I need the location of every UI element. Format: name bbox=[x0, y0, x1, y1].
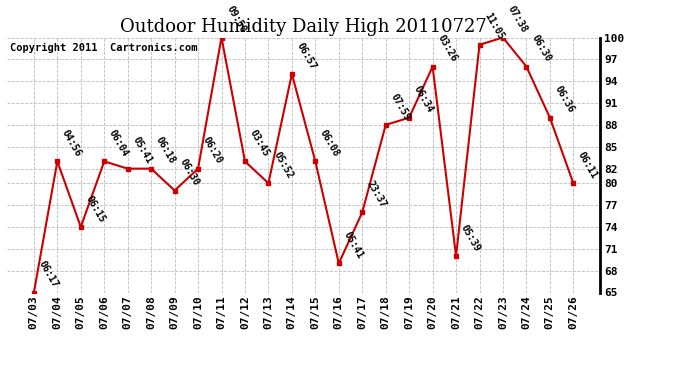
Text: 06:34: 06:34 bbox=[412, 84, 435, 115]
Text: 06:20: 06:20 bbox=[201, 135, 224, 166]
Text: 06:30: 06:30 bbox=[177, 157, 201, 188]
Text: 06:08: 06:08 bbox=[318, 128, 342, 159]
Text: 03:26: 03:26 bbox=[435, 33, 459, 64]
Text: 06:04: 06:04 bbox=[107, 128, 130, 159]
Text: 06:17: 06:17 bbox=[37, 259, 60, 290]
Text: 06:11: 06:11 bbox=[576, 150, 600, 180]
Text: 06:15: 06:15 bbox=[83, 194, 107, 224]
Text: 05:52: 05:52 bbox=[271, 150, 295, 180]
Text: 05:41: 05:41 bbox=[342, 230, 365, 261]
Text: 06:57: 06:57 bbox=[295, 40, 318, 71]
Text: Copyright 2011  Cartronics.com: Copyright 2011 Cartronics.com bbox=[10, 43, 197, 52]
Text: 06:30: 06:30 bbox=[529, 33, 553, 64]
Text: 09:50: 09:50 bbox=[224, 4, 248, 34]
Text: 11:05: 11:05 bbox=[482, 11, 506, 42]
Text: 03:45: 03:45 bbox=[248, 128, 271, 159]
Text: 05:39: 05:39 bbox=[459, 223, 482, 253]
Text: 06:18: 06:18 bbox=[154, 135, 177, 166]
Text: 05:41: 05:41 bbox=[130, 135, 154, 166]
Text: 07:59: 07:59 bbox=[388, 92, 412, 122]
Text: 23:37: 23:37 bbox=[365, 179, 388, 210]
Title: Outdoor Humidity Daily High 20110727: Outdoor Humidity Daily High 20110727 bbox=[120, 18, 487, 36]
Text: 04:56: 04:56 bbox=[60, 128, 83, 159]
Text: 06:36: 06:36 bbox=[553, 84, 576, 115]
Text: 07:38: 07:38 bbox=[506, 4, 529, 34]
